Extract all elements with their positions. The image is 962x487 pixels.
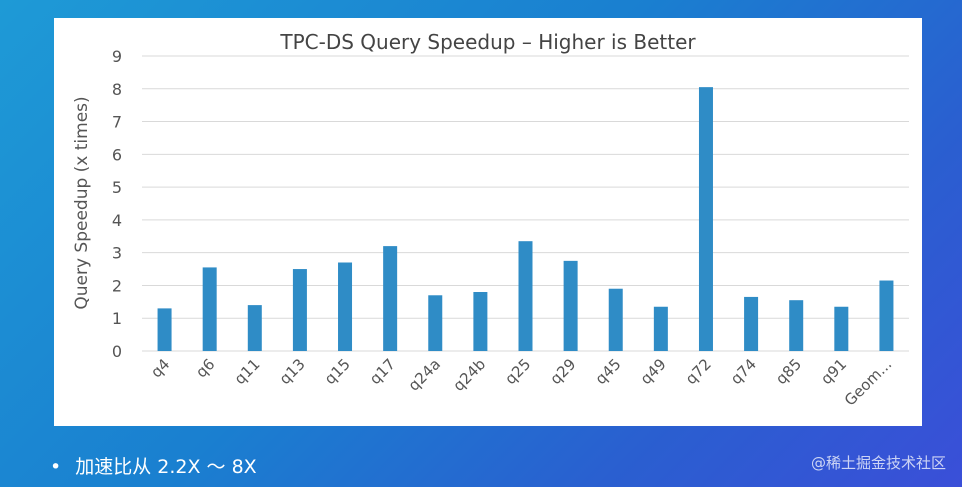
- bar-q13: [293, 269, 307, 351]
- y-tick-label: 6: [112, 145, 122, 164]
- y-axis-ticks: 0 1 2 3 4 5 6 7 8 9: [112, 47, 122, 361]
- x-tick-label: q17: [366, 355, 399, 388]
- bar-q11: [248, 305, 262, 351]
- bullet-dot: •: [50, 456, 61, 478]
- chart-card: TPC-DS Query Speedup – Higher is Better …: [54, 18, 922, 426]
- x-tick-label: q91: [817, 355, 850, 388]
- bar-Geom...: [879, 281, 893, 351]
- bar-q15: [338, 263, 352, 352]
- chart-title: TPC-DS Query Speedup – Higher is Better: [279, 30, 696, 54]
- y-tick-label: 3: [112, 244, 122, 263]
- y-tick-label: 9: [112, 47, 122, 66]
- bar-q24a: [428, 295, 442, 351]
- bar-q29: [564, 261, 578, 351]
- x-tick-label: q49: [637, 355, 670, 388]
- y-tick-label: 0: [112, 342, 122, 361]
- bar-q49: [654, 307, 668, 351]
- x-tick-label: q24a: [405, 355, 444, 394]
- x-tick-label: q4: [147, 355, 173, 381]
- bar-q72: [699, 87, 713, 351]
- x-tick-label: q6: [192, 355, 218, 381]
- x-tick-label: q11: [231, 355, 264, 388]
- x-tick-label: q25: [501, 355, 534, 388]
- footer-bullet: • 加速比从 2.2X ～ 8X: [50, 452, 257, 479]
- y-tick-label: 7: [112, 113, 122, 132]
- x-axis-ticks: q4 q6 q11 q13 q15 q17 q24a q24b q25 q29 q45 q49 q72 q…: [147, 355, 895, 409]
- bar-q91: [834, 307, 848, 351]
- x-tick-label: q85: [772, 355, 805, 388]
- bar-q45: [609, 289, 623, 351]
- x-tick-label: q74: [727, 355, 760, 388]
- bar-q6: [203, 267, 217, 351]
- bar-q4: [158, 308, 172, 351]
- y-tick-label: 4: [112, 211, 122, 230]
- x-tick-label: q24b: [450, 355, 490, 395]
- speedup-summary: 加速比从 2.2X ～ 8X: [75, 456, 256, 478]
- x-tick-label: q13: [276, 355, 309, 388]
- y-tick-label: 1: [112, 309, 122, 328]
- y-tick-label: 2: [112, 276, 122, 295]
- y-axis-label: Query Speedup (x times): [72, 96, 92, 309]
- x-tick-label: Geom...: [841, 355, 895, 409]
- watermark: @稀土掘金技术社区: [811, 452, 946, 473]
- bar-q24b: [473, 292, 487, 351]
- x-tick-label: q29: [546, 355, 579, 388]
- y-tick-label: 8: [112, 80, 122, 99]
- x-tick-label: q72: [682, 355, 715, 388]
- bar-q25: [519, 241, 533, 351]
- bar-chart: TPC-DS Query Speedup – Higher is Better …: [54, 18, 922, 426]
- y-tick-label: 5: [112, 178, 122, 197]
- x-tick-label: q15: [321, 355, 354, 388]
- bar-q17: [383, 246, 397, 351]
- x-tick-label: q45: [592, 355, 625, 388]
- bar-q85: [789, 300, 803, 351]
- bar-q74: [744, 297, 758, 351]
- bars: [158, 87, 894, 351]
